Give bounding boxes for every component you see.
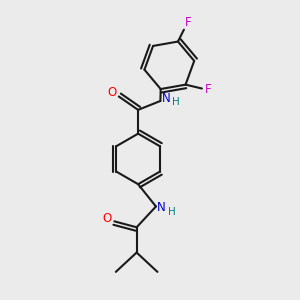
Text: F: F	[205, 83, 211, 97]
Text: O: O	[102, 212, 112, 225]
Text: F: F	[185, 16, 192, 29]
Text: O: O	[108, 86, 117, 99]
Text: H: H	[172, 98, 180, 107]
Text: H: H	[168, 207, 176, 217]
Text: N: N	[157, 202, 166, 214]
Text: N: N	[161, 92, 170, 105]
